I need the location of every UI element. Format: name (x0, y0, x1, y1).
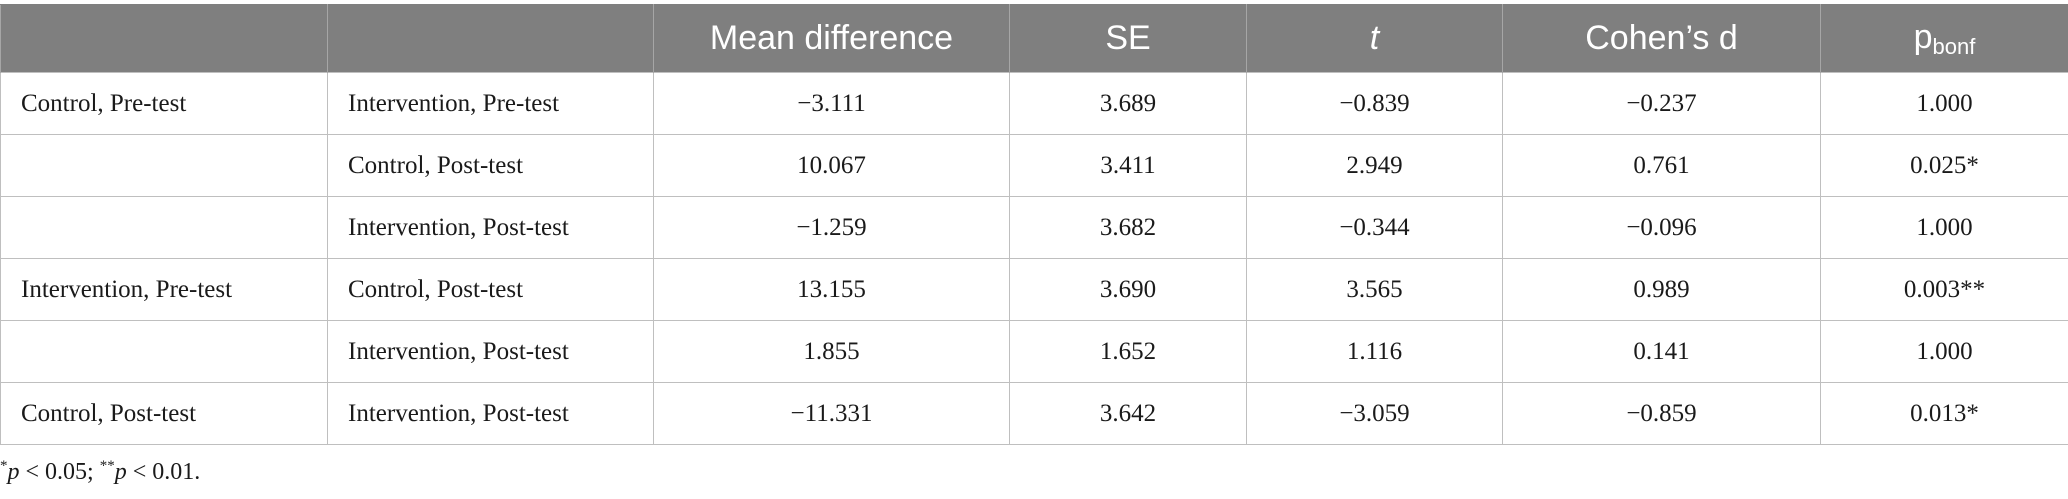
cell-comparison-a (0, 196, 328, 259)
cell-p-bonf: 0.013* (1820, 382, 2068, 445)
cell-mean-difference: 13.155 (653, 258, 1010, 321)
cell-comparison-a (0, 320, 328, 383)
footnote-p-2: p (114, 459, 127, 485)
cell-t: 2.949 (1246, 134, 1503, 197)
cell-p-bonf: 1.000 (1820, 196, 2068, 259)
footnote-p-1: p (7, 459, 20, 485)
cell-se: 3.689 (1009, 72, 1247, 135)
cell-se: 3.682 (1009, 196, 1247, 259)
cell-comparison-b: Control, Post-test (327, 134, 654, 197)
header-comparison-a (0, 4, 328, 73)
cell-se: 3.411 (1009, 134, 1247, 197)
cell-comparison-b: Intervention, Pre-test (327, 72, 654, 135)
cell-t: 3.565 (1246, 258, 1503, 321)
table-row: Control, Post-test 10.067 3.411 2.949 0.… (0, 134, 2068, 197)
cell-mean-difference: 10.067 (653, 134, 1010, 197)
cell-cohens-d: 0.761 (1502, 134, 1821, 197)
cell-mean-difference: −3.111 (653, 72, 1010, 135)
cell-mean-difference: −11.331 (653, 382, 1010, 445)
table-row: Intervention, Pre-test Control, Post-tes… (0, 258, 2068, 321)
header-t: t (1246, 4, 1503, 73)
footnote-condition-2: < 0.01. (126, 459, 201, 485)
footnote-star-1: * (0, 458, 8, 474)
header-p-bonf-base: p (1913, 17, 1933, 56)
header-p-bonf: pbonf (1820, 4, 2068, 73)
cell-t: −0.344 (1246, 196, 1503, 259)
table-row: Intervention, Post-test 1.855 1.652 1.11… (0, 320, 2068, 383)
table-row: Control, Pre-test Intervention, Pre-test… (0, 72, 2068, 135)
table-row: Intervention, Post-test −1.259 3.682 −0.… (0, 196, 2068, 259)
cell-se: 3.690 (1009, 258, 1247, 321)
header-p-bonf-sub: bonf (1932, 33, 1976, 59)
cell-p-bonf: 0.025* (1820, 134, 2068, 197)
cell-comparison-a (0, 134, 328, 197)
header-se: SE (1009, 4, 1247, 73)
cell-comparison-b: Control, Post-test (327, 258, 654, 321)
cell-se: 3.642 (1009, 382, 1247, 445)
footnote-condition-1: < 0.05; (19, 459, 100, 485)
cell-t: 1.116 (1246, 320, 1503, 383)
header-comparison-b (327, 4, 654, 73)
posthoc-comparisons-table: Mean difference SE t Cohen’s d pbonf Con… (0, 4, 2068, 445)
cell-comparison-a: Control, Post-test (0, 382, 328, 445)
cell-mean-difference: −1.259 (653, 196, 1010, 259)
footnote-star-2: ** (99, 458, 115, 474)
cell-comparison-a: Control, Pre-test (0, 72, 328, 135)
cell-comparison-b: Intervention, Post-test (327, 320, 654, 383)
cell-cohens-d: −0.096 (1502, 196, 1821, 259)
header-mean-difference: Mean difference (653, 4, 1010, 73)
cell-se: 1.652 (1009, 320, 1247, 383)
cell-p-bonf: 0.003** (1820, 258, 2068, 321)
cell-t: −3.059 (1246, 382, 1503, 445)
cell-comparison-b: Intervention, Post-test (327, 382, 654, 445)
cell-cohens-d: 0.141 (1502, 320, 1821, 383)
cell-p-bonf: 1.000 (1820, 320, 2068, 383)
cell-cohens-d: −0.237 (1502, 72, 1821, 135)
table-footnote: *p < 0.05; **p < 0.01. (0, 458, 200, 486)
header-cohens-d: Cohen’s d (1502, 4, 1821, 73)
cell-comparison-b: Intervention, Post-test (327, 196, 654, 259)
cell-cohens-d: 0.989 (1502, 258, 1821, 321)
cell-mean-difference: 1.855 (653, 320, 1010, 383)
table-header-row: Mean difference SE t Cohen’s d pbonf (0, 4, 2068, 73)
cell-t: −0.839 (1246, 72, 1503, 135)
cell-comparison-a: Intervention, Pre-test (0, 258, 328, 321)
cell-p-bonf: 1.000 (1820, 72, 2068, 135)
results-table-container: Mean difference SE t Cohen’s d pbonf Con… (0, 4, 2068, 445)
table-row: Control, Post-test Intervention, Post-te… (0, 382, 2068, 445)
cell-cohens-d: −0.859 (1502, 382, 1821, 445)
